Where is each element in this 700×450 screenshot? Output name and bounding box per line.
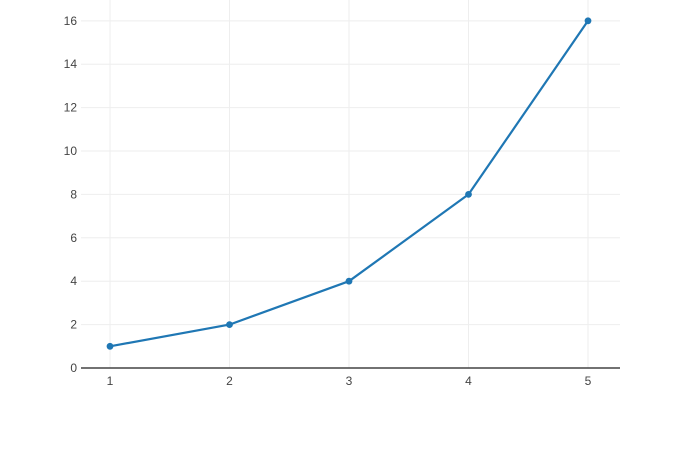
x-tick-label: 3 xyxy=(346,374,353,388)
data-point[interactable] xyxy=(345,277,353,285)
y-tick-label: 10 xyxy=(64,144,78,158)
data-point[interactable] xyxy=(465,191,472,198)
data-point[interactable] xyxy=(584,17,592,25)
y-tick-label: 14 xyxy=(64,57,78,71)
y-tick-label: 6 xyxy=(70,231,77,245)
x-tick-label: 4 xyxy=(465,374,472,388)
x-tick-label: 2 xyxy=(226,374,233,388)
y-tick-label: 8 xyxy=(70,187,77,201)
y-tick-label: 4 xyxy=(70,274,77,288)
data-point[interactable] xyxy=(226,321,233,328)
y-tick-label: 16 xyxy=(64,14,78,28)
y-tick-label: 2 xyxy=(70,318,77,332)
y-tick-label: 0 xyxy=(70,361,77,375)
data-point[interactable] xyxy=(106,342,114,350)
x-tick-label: 1 xyxy=(107,374,114,388)
x-tick-label: 5 xyxy=(585,374,592,388)
y-tick-label: 12 xyxy=(64,101,78,115)
